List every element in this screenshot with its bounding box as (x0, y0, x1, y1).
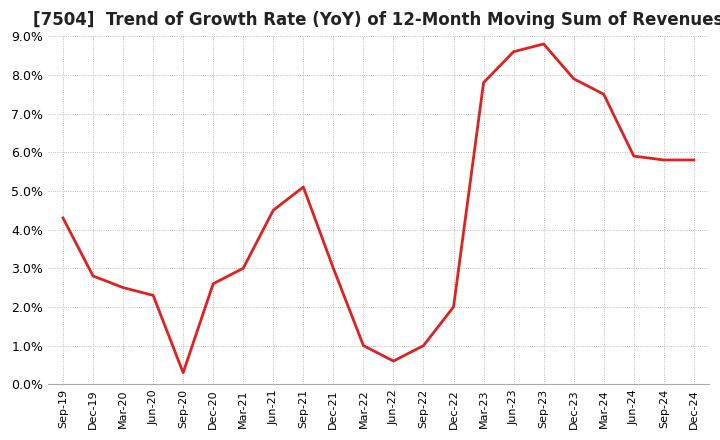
Title: [7504]  Trend of Growth Rate (YoY) of 12-Month Moving Sum of Revenues: [7504] Trend of Growth Rate (YoY) of 12-… (33, 11, 720, 29)
